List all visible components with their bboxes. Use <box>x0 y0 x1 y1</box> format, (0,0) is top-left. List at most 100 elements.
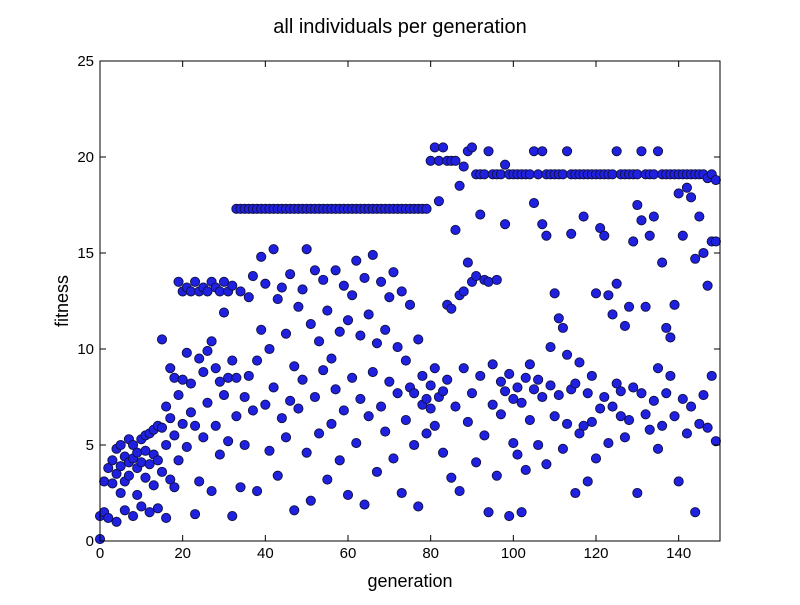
data-point <box>359 499 370 510</box>
data-point <box>247 270 258 282</box>
data-point <box>181 441 192 452</box>
data-point <box>285 269 296 280</box>
data-point <box>161 512 172 524</box>
x-axis-label: generation <box>367 571 452 591</box>
data-point <box>553 313 564 324</box>
data-point <box>210 420 221 431</box>
data-point <box>276 282 287 293</box>
data-point <box>384 292 395 303</box>
plot-frame <box>99 60 721 542</box>
data-point <box>694 418 705 429</box>
data-point <box>376 276 387 287</box>
data-point <box>165 363 176 374</box>
axis-ticks: 0 20 40 60 80 100 120 140 0 5 10 15 20 25 <box>77 53 720 562</box>
y-tick-label: 20 <box>77 149 94 166</box>
data-point <box>438 142 449 153</box>
data-point <box>330 265 341 276</box>
data-point <box>640 301 651 312</box>
data-point <box>334 326 345 337</box>
data-point <box>347 372 358 383</box>
data-point <box>512 449 523 460</box>
data-point <box>256 324 267 335</box>
data-point <box>673 476 684 487</box>
data-point <box>218 276 230 287</box>
data-point <box>537 219 548 230</box>
data-point <box>640 409 651 420</box>
data-point <box>107 478 118 489</box>
data-point <box>648 211 659 222</box>
data-point <box>611 146 622 157</box>
x-tick-label: 40 <box>257 545 274 562</box>
data-point <box>111 516 122 527</box>
data-point <box>520 464 531 476</box>
data-point <box>181 347 192 358</box>
data-point <box>458 161 469 172</box>
data-point <box>136 457 147 468</box>
data-point <box>636 388 647 399</box>
data-point <box>371 466 382 477</box>
data-point <box>665 370 676 381</box>
data-point <box>586 416 597 428</box>
data-point <box>218 307 230 318</box>
data-point <box>309 265 320 276</box>
x-tick-label: 20 <box>174 545 191 562</box>
data-point <box>644 230 655 241</box>
x-tick-label: 140 <box>666 545 691 562</box>
data-point <box>570 378 581 389</box>
data-point <box>562 146 573 157</box>
data-point <box>466 142 478 153</box>
data-point <box>545 380 556 391</box>
data-point <box>524 359 535 370</box>
data-point <box>450 224 461 236</box>
data-point <box>475 370 486 381</box>
data-point <box>355 393 366 404</box>
data-point <box>123 470 134 481</box>
data-point <box>500 159 511 170</box>
y-tick-label: 10 <box>77 341 94 358</box>
data-point <box>115 487 126 499</box>
data-point <box>152 455 163 466</box>
data-point <box>260 278 271 289</box>
data-point <box>156 466 168 477</box>
data-point <box>599 391 610 403</box>
data-point <box>396 487 407 499</box>
data-point <box>297 374 308 385</box>
data-point <box>156 334 168 345</box>
data-point <box>314 428 325 439</box>
data-point <box>508 393 519 404</box>
data-point <box>301 447 312 458</box>
data-point <box>297 284 308 295</box>
data-point <box>198 366 209 378</box>
y-tick-label: 15 <box>77 245 94 262</box>
data-point <box>648 395 659 406</box>
data-point <box>681 182 692 193</box>
data-point <box>392 388 403 399</box>
data-point <box>404 299 416 310</box>
data-point <box>144 459 155 470</box>
data-point <box>652 146 664 157</box>
data-point <box>454 180 465 191</box>
data-point <box>562 349 573 360</box>
data-point <box>500 386 511 397</box>
data-point <box>706 370 717 381</box>
data-point <box>661 388 672 399</box>
data-point <box>243 370 254 381</box>
data-point <box>636 215 647 226</box>
data-point <box>545 342 556 353</box>
data-point <box>223 436 234 447</box>
data-point <box>132 489 143 500</box>
data-point <box>458 286 469 297</box>
data-point <box>607 309 618 320</box>
data-point <box>190 420 201 431</box>
data-point <box>578 211 589 222</box>
data-point <box>624 414 635 426</box>
data-point <box>429 420 440 431</box>
data-point <box>227 280 238 291</box>
data-point <box>363 411 374 422</box>
data-point <box>272 294 283 305</box>
data-point <box>669 299 680 310</box>
data-point <box>657 257 668 268</box>
data-point <box>628 382 639 393</box>
data-point <box>177 374 188 385</box>
